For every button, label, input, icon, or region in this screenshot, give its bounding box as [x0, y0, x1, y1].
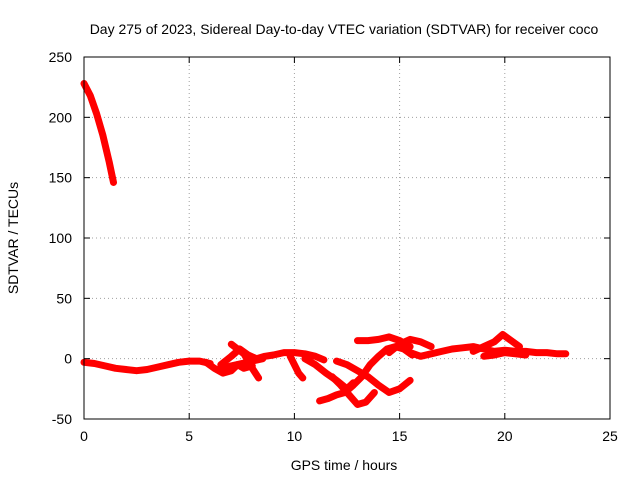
y-tick-label: 150 [49, 170, 73, 186]
series-line-arc-11 [333, 357, 414, 396]
x-axis-label: GPS time / hours [291, 457, 398, 473]
series-layer [80, 80, 570, 408]
grid [84, 57, 610, 419]
series-line-arc-5 [227, 340, 263, 382]
x-tick-label: 5 [185, 428, 193, 444]
ticks [83, 56, 611, 420]
series-line-arc-1 [80, 80, 117, 186]
series-line-arc-16 [480, 349, 530, 360]
x-tick-label: 10 [287, 428, 303, 444]
chart-title: Day 275 of 2023, Sidereal Day-to-day VTE… [90, 21, 599, 37]
y-tick-label: -50 [52, 411, 72, 427]
x-tick-label: 15 [392, 428, 408, 444]
y-tick-label: 0 [64, 351, 72, 367]
series-line-arc-6 [219, 355, 267, 372]
series-line-arc-3 [202, 358, 256, 377]
series-line-arc-2 [80, 357, 214, 375]
series-line-arc-13 [385, 335, 435, 357]
x-tick-label: 20 [497, 428, 513, 444]
series-line-arc-7 [286, 352, 307, 382]
y-tick-label: 50 [56, 290, 72, 306]
x-tick-label: 0 [80, 428, 88, 444]
x-tick-label: 25 [602, 428, 618, 444]
series-line-arc-10 [328, 373, 378, 408]
y-tick-label: 250 [49, 49, 73, 65]
y-tick-label: 200 [49, 109, 73, 125]
series-line-arc-15 [469, 331, 523, 355]
series-line-arc-14 [406, 343, 570, 360]
y-axis-label: SDTVAR / TECUs [5, 182, 21, 294]
y-tick-label: 100 [49, 230, 73, 246]
tick-labels: 0 5 10 15 20 25 -50 0 50 100 150 200 250 [49, 49, 618, 444]
